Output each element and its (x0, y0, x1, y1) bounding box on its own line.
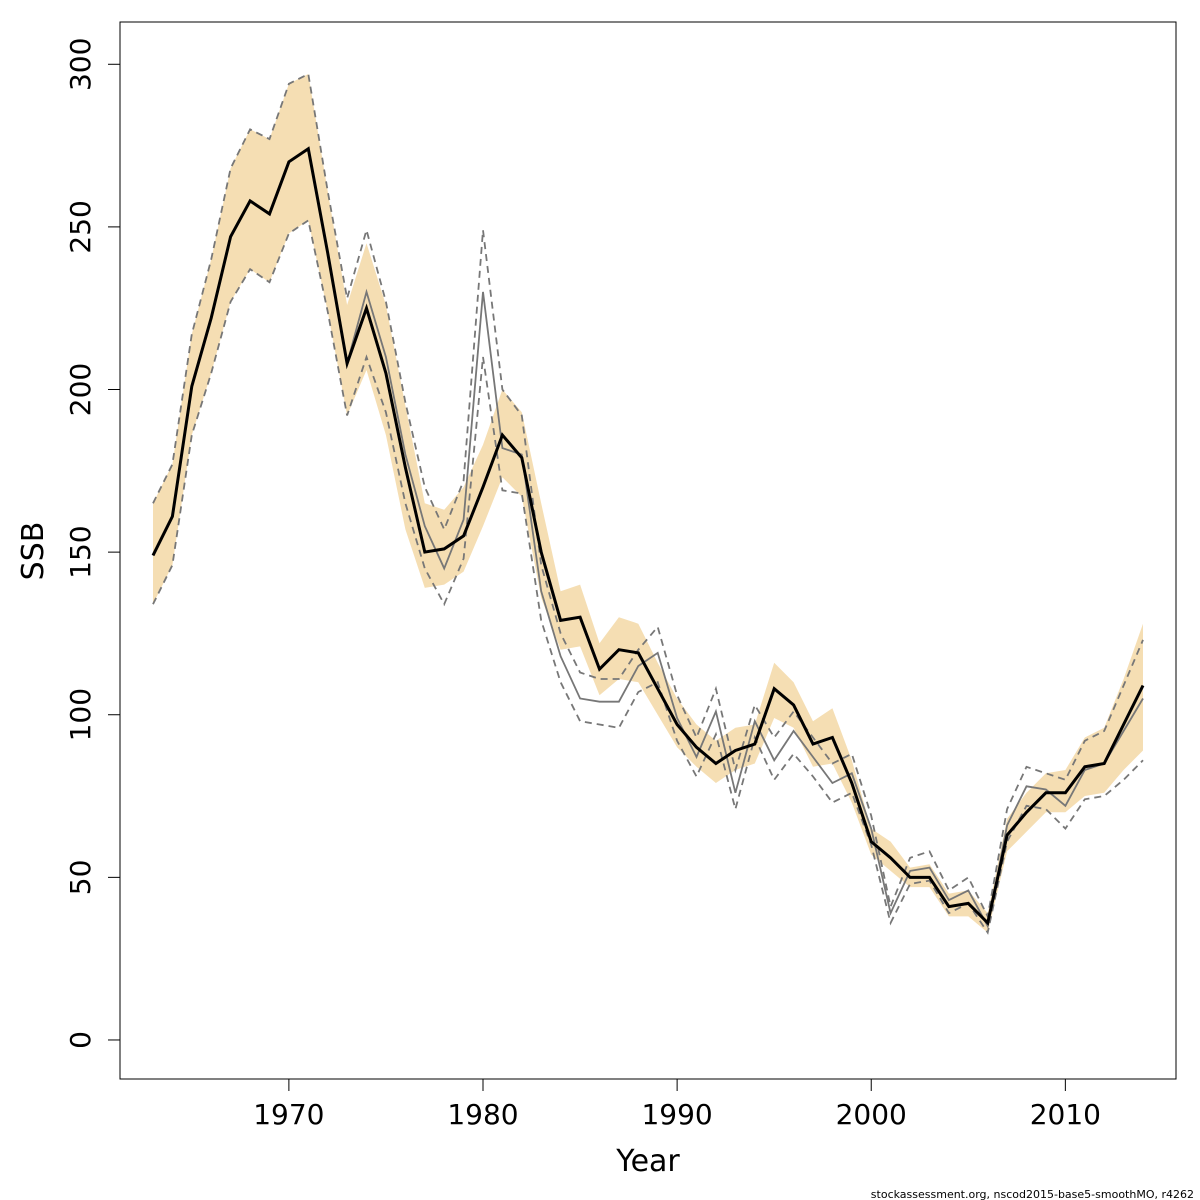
y-axis: 0 50 100 150 200 250 300 (64, 38, 121, 1049)
confidence-band-layer (153, 74, 1143, 933)
y-tick-label-250: 250 (64, 200, 97, 253)
x-axis: 1970 1980 1990 2000 2010 (253, 1078, 1101, 1131)
series-lines-layer (151, 72, 1145, 935)
ssb-confidence-band (153, 74, 1143, 933)
x-tick-label-2000: 2000 (836, 1098, 907, 1131)
x-tick-label-2010: 2010 (1030, 1098, 1101, 1131)
x-tick-label-1970: 1970 (253, 1098, 324, 1131)
x-tick-label-1990: 1990 (641, 1098, 712, 1131)
y-tick-label-200: 200 (64, 363, 97, 416)
footnote: stockassessment.org, nscod2015-base5-smo… (871, 1188, 1194, 1200)
y-tick-label-150: 150 (64, 525, 97, 578)
x-axis-title: Year (615, 1144, 680, 1179)
y-axis-title: SSB (16, 522, 51, 581)
ssb-estimate-line (151, 146, 1145, 926)
y-tick-label-50: 50 (64, 860, 97, 896)
y-tick-label-0: 0 (64, 1031, 97, 1049)
x-tick-label-1980: 1980 (447, 1098, 518, 1131)
alt-lower-dashed-line (152, 218, 1144, 935)
alt-estimate-line (152, 147, 1144, 929)
alt-upper-dashed-line (152, 72, 1144, 920)
y-tick-label-300: 300 (64, 38, 97, 91)
y-tick-label-100: 100 (64, 688, 97, 741)
